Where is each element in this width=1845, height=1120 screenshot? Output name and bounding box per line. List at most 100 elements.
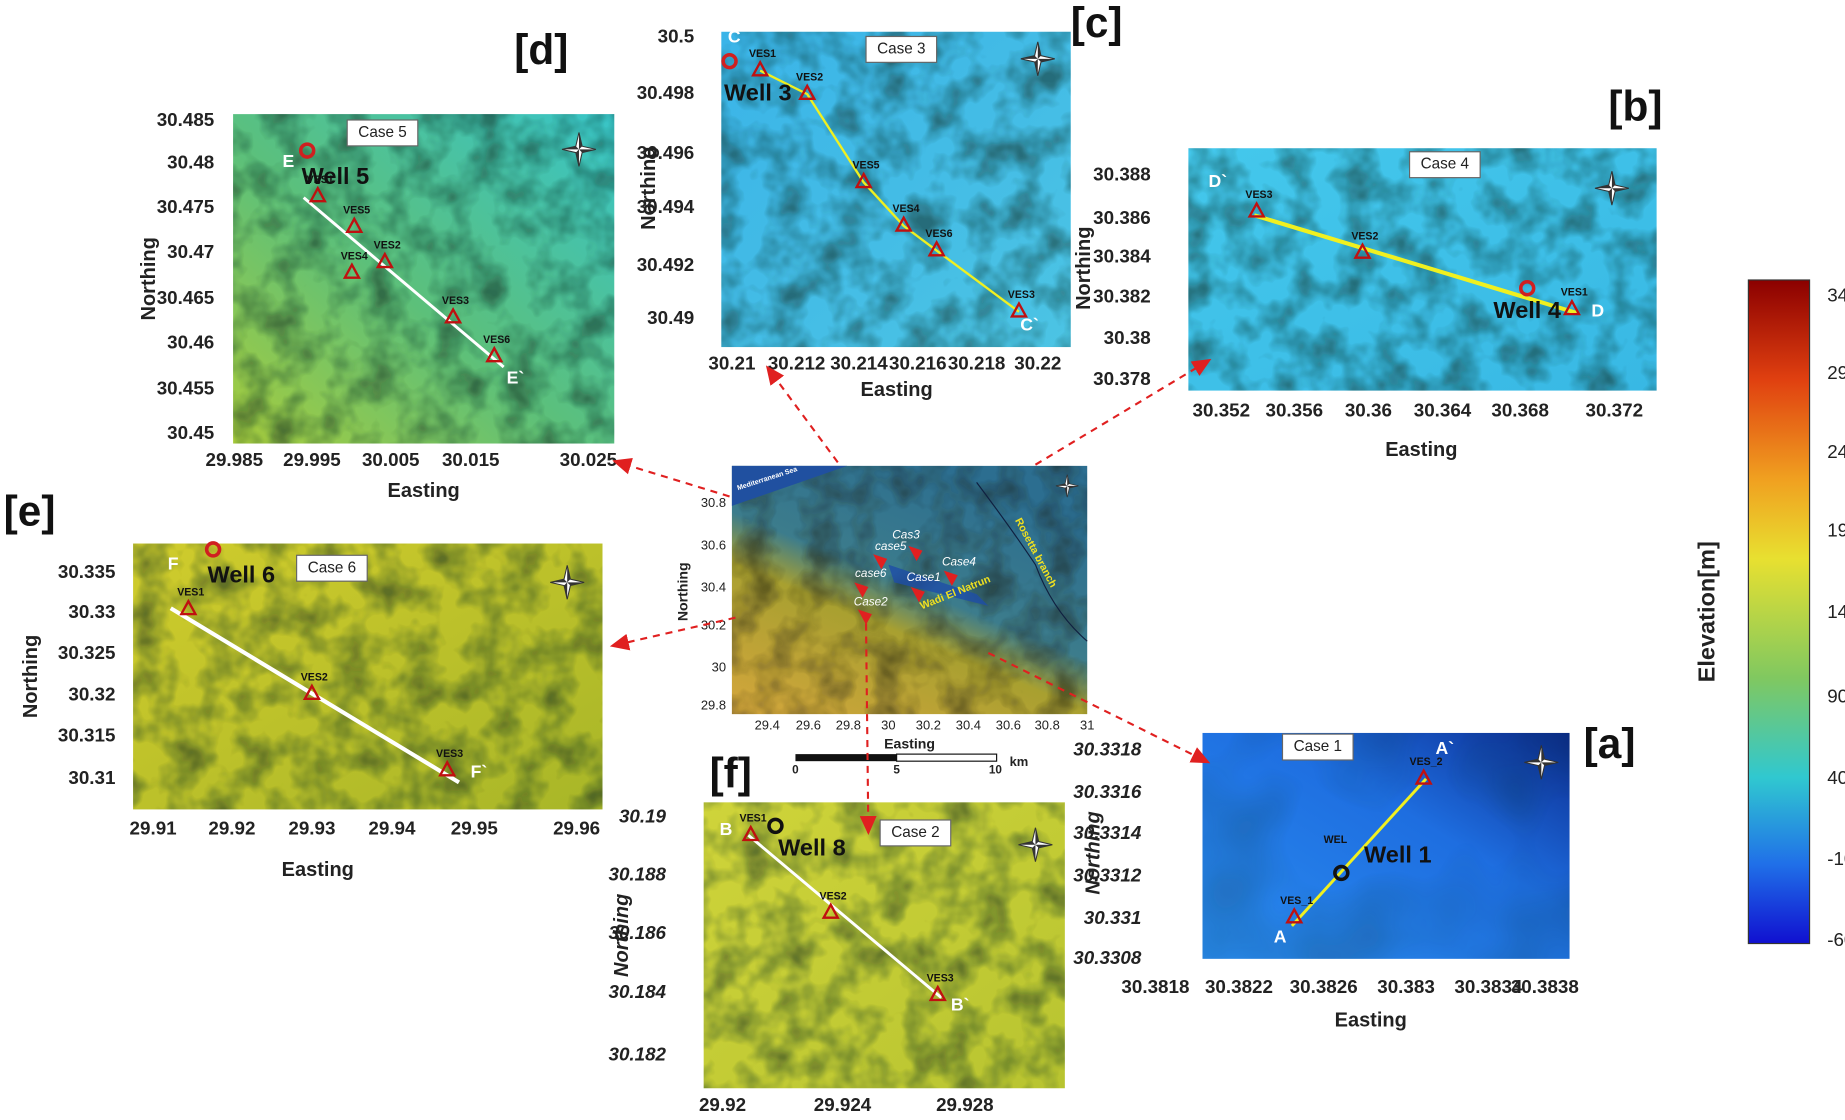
ves-label: VES3 (1245, 189, 1272, 201)
x-tick-label: 30.3826 (1290, 976, 1358, 997)
panel-letter: [f] (710, 750, 752, 797)
y-tick-label: 30.38 (1104, 327, 1151, 348)
compass-star-dark (550, 565, 585, 600)
x-tick-label: 30 (881, 717, 895, 732)
y-tick-label: 30.47 (167, 241, 214, 262)
y-tick-label: 30 (712, 660, 726, 675)
ves-marker (345, 216, 364, 233)
ves-marker (821, 902, 840, 919)
colorbar-tick-label: 340 (1827, 284, 1845, 305)
y-tick-label: 30.33 (68, 601, 115, 622)
link-arrow (609, 616, 736, 651)
profile-end: B` (951, 995, 970, 1015)
scale-label: 5 (893, 764, 900, 777)
x-tick-label: 30.005 (362, 449, 420, 470)
compass-rose (1524, 745, 1559, 780)
y-axis-label: Northing (1083, 811, 1105, 894)
link-arrow (612, 458, 730, 498)
wadi-depression (888, 564, 989, 606)
compass-star-dark (1055, 474, 1079, 498)
y-tick-label: 30.335 (58, 561, 116, 582)
colorbar-tick-label: 190 (1827, 520, 1845, 541)
panel-letter: [d] (514, 26, 568, 73)
x-tick-label: 29.92 (699, 1094, 746, 1115)
well-label: Well 6 (208, 562, 276, 588)
y-axis-label: Northing (611, 894, 633, 977)
y-axis-label: Northing (674, 562, 690, 621)
y-tick-label: 30.455 (157, 377, 215, 398)
x-tick-label: 30.22 (1014, 353, 1061, 374)
x-tick-label: 30.8 (1035, 717, 1060, 732)
profile-start: A (1274, 926, 1287, 946)
ves-marker (751, 59, 770, 77)
x-tick-label: 29.928 (936, 1094, 994, 1115)
well-label: Well 8 (778, 835, 846, 861)
case-arrow (854, 582, 869, 598)
profile-end: E` (507, 367, 525, 387)
case-title-box (865, 35, 938, 63)
ves-marker (375, 251, 394, 269)
scale-label: 10 (989, 764, 1003, 777)
y-tick-label: 30.49 (647, 307, 694, 328)
profile-line (302, 196, 505, 369)
colorbar-tick-label: 290 (1827, 362, 1845, 383)
y-tick-label: 30.3318 (1073, 739, 1142, 760)
colorbar-tick-label: 240 (1827, 441, 1845, 462)
case-title-box (296, 554, 368, 582)
y-tick-label: 30.182 (608, 1043, 666, 1064)
profile-start: B (720, 819, 733, 839)
case-title: Case 4 (1421, 156, 1470, 173)
profile-line (1253, 213, 1578, 315)
compass-star-dark (1020, 41, 1055, 76)
x-tick-label: 29.985 (205, 449, 263, 470)
ves-label: VES3 (1008, 289, 1035, 301)
panel-letter: [e] (4, 487, 56, 534)
x-tick-label: 30.216 (889, 353, 947, 374)
y-tick-label: 30.494 (637, 196, 695, 217)
y-tick-label: 30.6 (701, 537, 726, 552)
y-tick-label: 30.384 (1093, 246, 1151, 267)
x-tick-label: 30.218 (948, 353, 1006, 374)
link-arrow (859, 623, 877, 836)
x-tick-label: 29.91 (130, 817, 177, 838)
ves-label: VES5 (852, 160, 879, 172)
ves-marker (1285, 906, 1304, 924)
ves-label: VES2 (1351, 230, 1378, 242)
x-tick-label: 31 (1080, 717, 1094, 732)
well-label: Well 3 (724, 79, 792, 105)
compass-rose (1018, 827, 1053, 862)
colorbar-tick-label: 40 (1827, 767, 1845, 788)
colorbar-tick-label: -10 (1827, 848, 1845, 869)
case-label: Cas3 (892, 528, 920, 541)
x-tick-label: 30.3834 (1454, 976, 1523, 997)
y-tick-label: 30.31 (68, 767, 115, 788)
case-arrow (910, 587, 925, 603)
x-tick-label: 30.3818 (1121, 976, 1189, 997)
x-tick-label: 29.94 (368, 817, 416, 838)
y-tick-label: 30.3312 (1073, 864, 1142, 885)
ves-label: VES_1 (1280, 895, 1313, 907)
case-title: Case 3 (877, 40, 925, 57)
x-tick-label: 30.372 (1585, 400, 1643, 421)
ves-label: VES2 (820, 890, 847, 902)
y-tick-label: 30.492 (637, 254, 695, 275)
x-tick-label: 29.92 (208, 817, 255, 838)
case-label: case6 (855, 567, 887, 580)
x-tick-label: 30.212 (768, 353, 826, 374)
ves-label: VES1 (307, 174, 334, 186)
profile-end: C` (1020, 315, 1039, 335)
case-title: Case 2 (891, 824, 939, 841)
ves-marker (927, 239, 946, 257)
y-tick-label: 30.388 (1093, 163, 1151, 184)
ves-label: VES1 (1561, 287, 1588, 299)
ves-label: VES5 (343, 204, 370, 216)
ves-label: VES3 (927, 973, 954, 985)
x-axis-label: Easting (282, 859, 354, 881)
scale-label: 0 (792, 764, 799, 777)
profile-end: D (1591, 300, 1604, 320)
rosetta-branch (976, 482, 1088, 642)
overview-shade (731, 465, 1088, 715)
profile-start: C (728, 26, 741, 46)
scale-bar-white (896, 753, 998, 762)
